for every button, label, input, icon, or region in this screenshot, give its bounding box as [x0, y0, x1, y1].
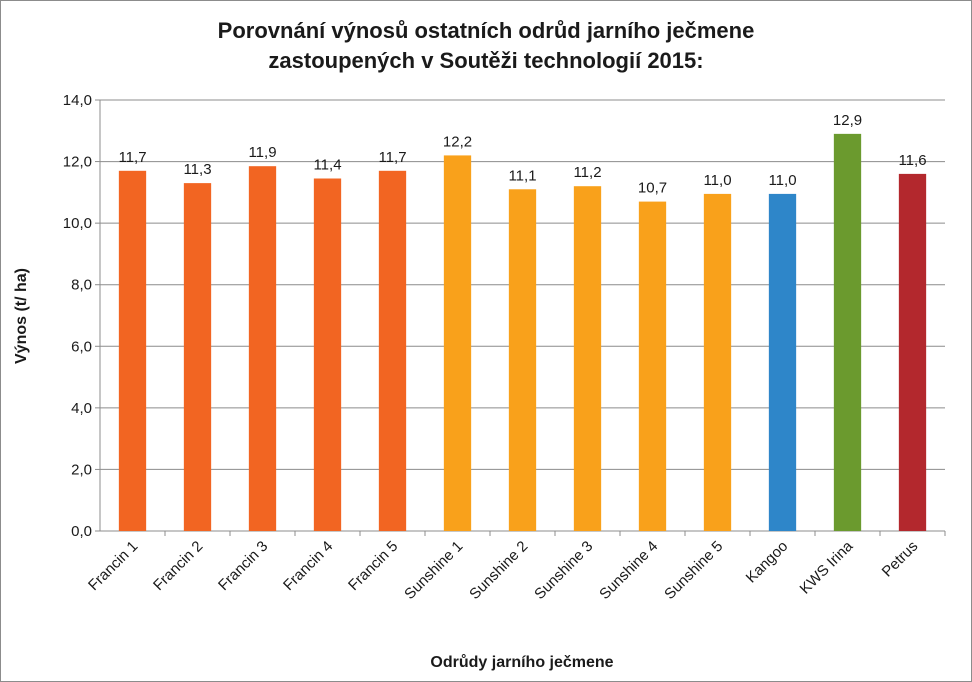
x-tick-label: Francin 2	[150, 538, 206, 594]
data-label: 11,7	[118, 149, 146, 166]
bar	[898, 173, 927, 531]
data-label: 12,9	[833, 112, 862, 129]
data-label: 11,1	[508, 167, 536, 184]
bar	[768, 193, 797, 531]
x-tick-label: Sunshine 3	[531, 538, 596, 603]
y-tick-label: 6,0	[71, 338, 92, 355]
bar	[118, 170, 147, 532]
x-tick-label: Kangoo	[743, 538, 792, 587]
x-tick-label: Sunshine 4	[596, 538, 661, 603]
x-tick-label: Petrus	[879, 538, 922, 581]
data-label: 11,6	[898, 152, 926, 169]
y-tick-label: 14,0	[63, 92, 92, 109]
bar	[508, 189, 537, 531]
data-label: 11,7	[378, 149, 406, 166]
x-tick-label: Francin 1	[85, 538, 141, 594]
data-label: 12,2	[443, 133, 472, 150]
bar	[573, 186, 602, 531]
bar	[313, 178, 342, 531]
bar	[443, 155, 472, 531]
y-tick-label: 4,0	[71, 400, 92, 417]
bar	[378, 170, 407, 532]
chart-title-line-1: Porovnání výnosů ostatních odrůd jarního…	[218, 18, 755, 43]
data-label: 11,3	[183, 161, 211, 178]
y-axis-title: Výnos (t/ ha)	[13, 268, 30, 364]
x-tick-label: Sunshine 1	[401, 538, 466, 603]
x-tick-label: Sunshine 2	[466, 538, 531, 603]
y-tick-label: 0,0	[71, 523, 92, 540]
x-tick-label: Francin 4	[280, 538, 336, 594]
chart-title-line-2: zastoupených v Soutěži technologií 2015:	[268, 48, 703, 73]
y-tick-label: 8,0	[71, 277, 92, 294]
x-tick-label: Sunshine 5	[661, 538, 726, 603]
data-label: 11,9	[248, 144, 276, 161]
x-tick-label: Francin 3	[215, 538, 271, 594]
bar	[638, 201, 667, 532]
bar	[183, 183, 212, 531]
x-tick-label: KWS Irina	[797, 537, 857, 597]
data-label: 11,4	[313, 157, 341, 174]
data-label: 11,0	[703, 172, 731, 189]
data-labels: 11,7 11,3 11,9 11,4 11,7 12,2 11,1 11,2 10,7 11,0…	[118, 112, 926, 197]
bar	[248, 166, 277, 532]
data-label: 10,7	[638, 180, 667, 197]
y-tick-label: 2,0	[71, 461, 92, 478]
bars	[118, 133, 927, 532]
y-tick-label: 10,0	[63, 215, 92, 232]
x-tick-label: Francin 5	[345, 538, 401, 594]
bar	[703, 193, 732, 531]
x-axis-title: Odrůdy jarního ječmene	[430, 654, 613, 671]
y-axis-ticks: 0,0 2,0 4,0 6,0 8,0 10,0 12,0 14,0	[63, 92, 100, 540]
bar	[833, 133, 862, 531]
data-label: 11,0	[768, 172, 796, 189]
data-label: 11,2	[573, 164, 601, 181]
y-tick-label: 12,0	[63, 154, 92, 171]
x-axis-ticks: Francin 1 Francin 2 Francin 3 Francin 4 Fran…	[85, 531, 946, 603]
